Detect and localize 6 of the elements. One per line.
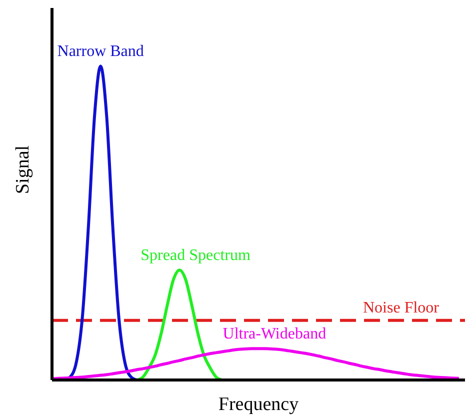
series-label: Spread Spectrum (140, 247, 251, 264)
series-label: Narrow Band (57, 43, 144, 60)
y-axis-title: Signal (12, 145, 34, 194)
ref-line-label: Noise Floor (363, 299, 440, 316)
x-axis-title: Frequency (218, 394, 300, 415)
series-label: Ultra-Wideband (222, 326, 326, 343)
